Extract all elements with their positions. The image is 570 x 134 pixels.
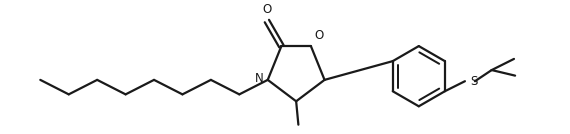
Text: O: O [315, 29, 324, 42]
Text: O: O [262, 3, 271, 16]
Text: S: S [470, 75, 477, 88]
Text: N: N [255, 72, 263, 85]
